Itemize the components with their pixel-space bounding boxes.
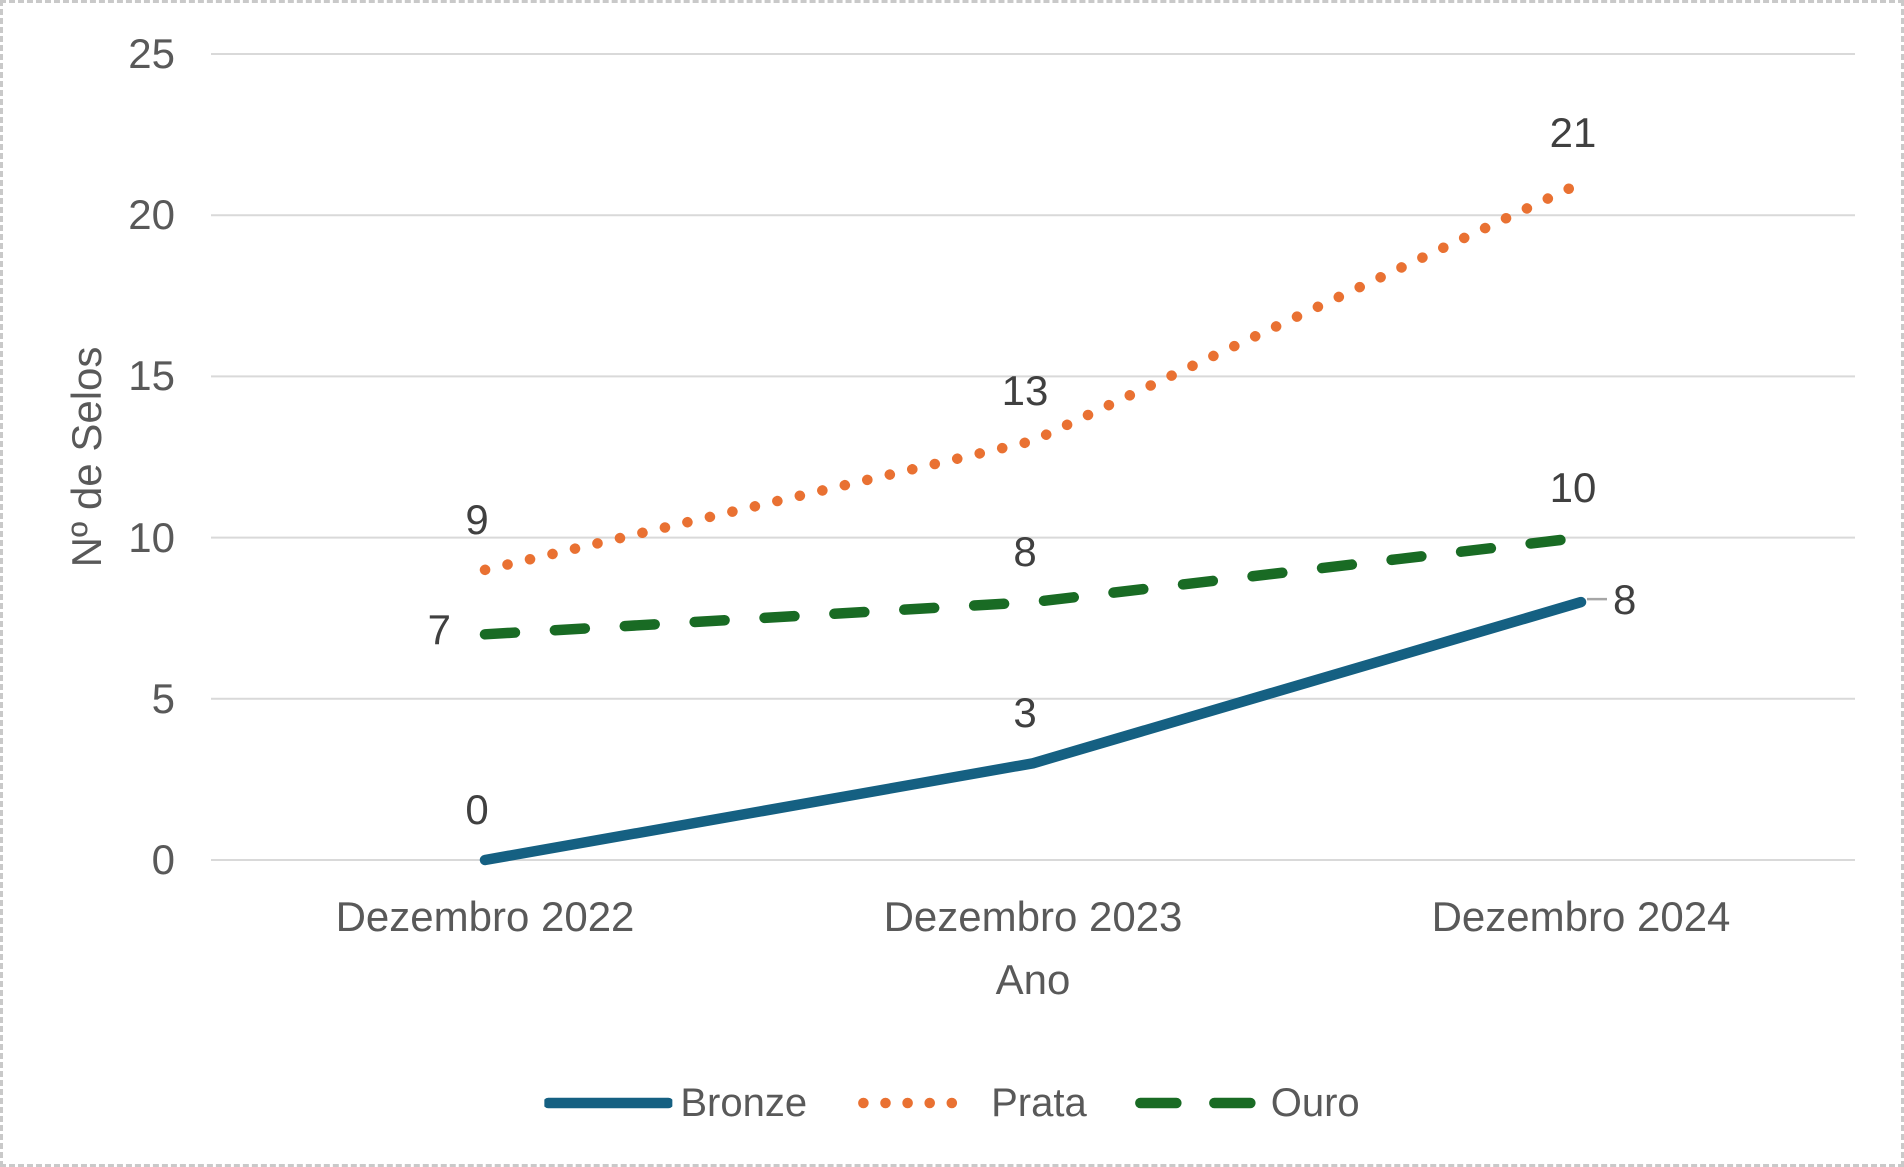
x-category-label: Dezembro 2023 (883, 893, 1183, 940)
legend-swatch-dashed-line (1135, 1097, 1262, 1109)
data-label-prata: 9 (465, 495, 489, 543)
legend-swatch-solid-line (544, 1097, 673, 1109)
legend-item-ouro: Ouro (1135, 1081, 1360, 1125)
chart-legend: Bronze Prata Ouro (544, 1081, 1360, 1125)
data-label-ouro: 10 (1549, 463, 1597, 511)
legend-swatch-dotted-line (857, 1097, 979, 1109)
x-category-label: Dezembro 2024 (1431, 893, 1731, 940)
series-line-ouro (479, 532, 1587, 640)
x-axis-title: Ano (995, 956, 1071, 1003)
legend-label: Bronze (680, 1081, 808, 1125)
data-label-ouro: 7 (427, 606, 451, 654)
data-label-bronze: 8 (1613, 576, 1637, 624)
data-label-bronze: 0 (465, 786, 489, 833)
data-label-prata: 21 (1549, 108, 1597, 156)
legend-label: Ouro (1270, 1081, 1360, 1125)
legend-item-prata: Prata (855, 1081, 1087, 1125)
y-tick-label: 10 (128, 513, 175, 561)
y-tick-label: 0 (151, 836, 175, 883)
data-label-ouro: 8 (1013, 528, 1037, 576)
legend-label: Prata (991, 1081, 1087, 1125)
data-label-bronze: 3 (1013, 689, 1037, 737)
series-line-prata (479, 177, 1587, 576)
series-line-bronze (479, 596, 1587, 866)
data-label-prata: 13 (1001, 366, 1049, 414)
legend-item-bronze: Bronze (544, 1081, 807, 1125)
y-tick-label: 15 (128, 352, 175, 400)
y-tick-label: 5 (151, 674, 175, 722)
y-tick-label: 25 (128, 30, 175, 77)
y-tick-label: 20 (128, 191, 175, 239)
plot-area (211, 53, 1855, 866)
x-category-label: Dezembro 2022 (335, 893, 635, 940)
